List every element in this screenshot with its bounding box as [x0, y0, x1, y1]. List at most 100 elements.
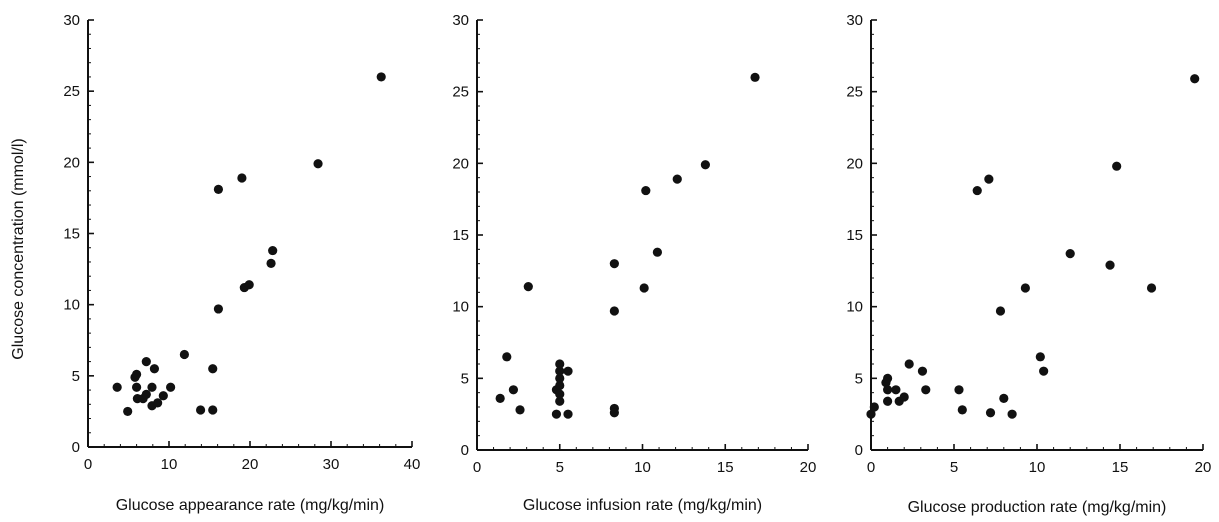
data-point	[244, 280, 254, 290]
data-point	[376, 72, 386, 82]
data-point	[641, 185, 651, 196]
data-point	[883, 396, 893, 406]
data-point	[313, 159, 323, 169]
y-tick-label: 25	[63, 83, 80, 100]
x-tick-label: 40	[404, 456, 421, 473]
data-point	[904, 359, 914, 369]
y-tick-label: 0	[855, 442, 863, 459]
data-point	[266, 258, 276, 268]
y-axis-title: Glucose concentration (mmol/l)	[10, 138, 27, 359]
y-tick-label: 15	[846, 227, 863, 244]
x-tick-label: 20	[242, 456, 259, 473]
y-tick-label: 25	[452, 84, 469, 101]
x-tick-label: 0	[473, 459, 481, 476]
data-point	[652, 247, 662, 257]
data-point	[609, 259, 619, 269]
y-tick-label: 15	[452, 227, 469, 244]
data-point	[153, 398, 163, 408]
data-point	[523, 282, 533, 292]
data-point	[141, 389, 151, 399]
data-point	[999, 393, 1009, 403]
data-point	[158, 391, 168, 401]
data-point	[995, 306, 1006, 316]
data-point	[1190, 74, 1200, 84]
x-tick-label: 20	[1195, 459, 1212, 476]
y-tick-label: 20	[63, 154, 80, 171]
data-point	[750, 72, 760, 82]
y-tick-label: 15	[63, 226, 80, 243]
data-point	[917, 366, 928, 376]
x-tick-label: 15	[1112, 459, 1129, 476]
data-point	[891, 385, 901, 395]
data-point	[555, 389, 565, 399]
data-point	[1065, 249, 1075, 259]
data-point	[132, 369, 142, 380]
y-tick-label: 0	[461, 442, 469, 459]
x-tick-label: 0	[867, 459, 875, 476]
y-tick-label: 5	[72, 368, 80, 385]
data-point	[639, 283, 649, 293]
data-point	[1035, 352, 1045, 362]
data-point	[551, 409, 562, 419]
data-point	[563, 409, 573, 419]
data-point	[149, 364, 160, 374]
data-point	[112, 382, 122, 392]
data-point	[132, 382, 142, 392]
data-point	[954, 385, 964, 395]
x-tick-label: 20	[800, 459, 817, 476]
y-tick-label: 10	[452, 299, 469, 316]
x-axis-title: Glucose infusion rate (mg/kg/min)	[523, 497, 762, 514]
data-point	[700, 160, 710, 170]
data-point	[921, 385, 931, 395]
data-point	[883, 373, 893, 383]
x-tick-label: 5	[950, 459, 958, 476]
panel-infusion: 0 5 10 15 20 25 30 0 5 10 15 20 Glucose infusion rat…	[452, 12, 816, 514]
x-tick-label: 5	[556, 459, 564, 476]
data-point	[1007, 409, 1017, 419]
y-tick-label: 30	[63, 12, 80, 29]
data-point	[495, 393, 505, 403]
data-point	[869, 402, 879, 412]
data-point	[555, 366, 565, 376]
data-point	[166, 382, 176, 392]
data-point	[972, 185, 982, 196]
data-point	[515, 405, 525, 415]
data-point	[123, 406, 133, 417]
y-tick-label: 0	[72, 439, 80, 456]
y-tick-label: 10	[846, 299, 863, 316]
y-tick-label: 10	[63, 297, 80, 314]
x-tick-label: 10	[161, 456, 178, 473]
y-tick-label: 5	[461, 370, 469, 387]
data-point	[985, 408, 996, 418]
data-point	[555, 380, 565, 391]
data-point	[866, 409, 876, 419]
data-point	[268, 245, 278, 256]
data-point	[563, 366, 573, 376]
data-point	[208, 405, 218, 415]
y-tick-label: 25	[846, 84, 863, 101]
x-tick-label: 30	[323, 456, 340, 473]
x-tick-label: 15	[717, 459, 734, 476]
data-point	[672, 174, 682, 184]
y-tick-label: 20	[846, 155, 863, 172]
data-point	[957, 405, 967, 415]
x-tick-label: 10	[634, 459, 651, 476]
data-point	[508, 385, 519, 395]
data-point	[1112, 161, 1122, 171]
x-axis-title: Glucose production rate (mg/kg/min)	[908, 499, 1167, 516]
data-point	[555, 359, 565, 369]
data-point	[555, 373, 565, 383]
data-point	[555, 396, 565, 406]
data-point	[609, 306, 619, 316]
x-tick-label: 0	[84, 456, 92, 473]
data-point	[213, 184, 224, 194]
y-tick-label: 30	[452, 12, 469, 29]
data-point	[1105, 260, 1115, 270]
y-tick-label: 20	[452, 155, 469, 172]
data-point	[147, 382, 157, 392]
x-tick-label: 10	[1029, 459, 1046, 476]
y-tick-label: 30	[846, 12, 863, 29]
panel-production: 0 5 10 15 20 25 30 0 5 10 15 20 Glucose production r…	[846, 12, 1211, 516]
panel-appearance: 0 5 10 15 20 25 30 0 10 20 30 40 Glucose appearance …	[63, 12, 420, 514]
